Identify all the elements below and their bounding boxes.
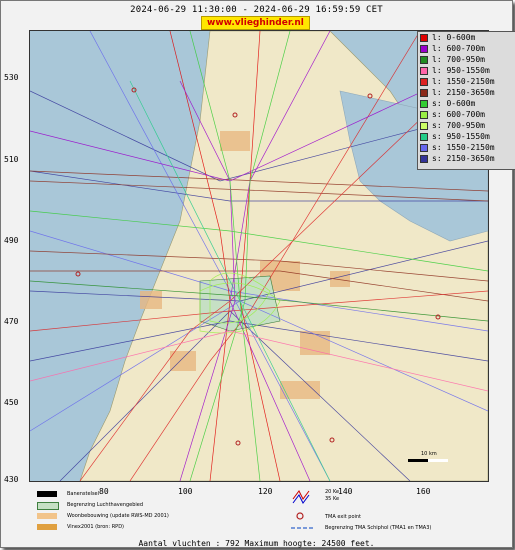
tma-exit-points	[75, 87, 441, 446]
legend-swatch	[420, 88, 428, 97]
vinex-swatch	[37, 524, 57, 530]
legend-label: s: 600-700m	[432, 110, 485, 119]
scale-bar-label: 10 km	[421, 451, 437, 457]
legend-swatch	[420, 99, 428, 108]
site-badge[interactable]: www.vlieghinder.nl	[201, 16, 310, 30]
legend-label: s: 0-600m	[432, 99, 476, 108]
date-range-title: 2024-06-29 11:30:00 - 2024-06-29 16:59:5…	[130, 5, 383, 15]
tma-boundary-label: Begrenzing TMA Schiphol (TMA1 en TMA3)	[325, 525, 432, 531]
legend-label: l: 700-950m	[432, 55, 485, 64]
legend-swatch	[420, 154, 428, 163]
legend-item: s: 950-1550m	[420, 132, 490, 143]
flight-track-map[interactable]	[29, 30, 489, 482]
x-tick-label: 100	[178, 487, 193, 496]
runway-swatch	[37, 491, 57, 497]
legend-label: l: 1550-2150m	[432, 77, 495, 86]
ke35-label: 35 Ke	[325, 496, 340, 502]
legend-label: l: 0-600m	[432, 33, 476, 42]
legend-item: l: 700-950m	[420, 55, 485, 66]
legend-swatch	[420, 66, 428, 75]
tma-boundary-icon	[291, 527, 315, 529]
legend-item: s: 700-950m	[420, 121, 485, 132]
airport-boundary-swatch	[37, 502, 59, 510]
housing-label: Woonbebouwing (update RWS-MD 2001)	[67, 513, 169, 519]
legend-label: l: 2150-3650m	[432, 88, 495, 97]
legend-swatch	[420, 110, 428, 119]
scale-bar	[408, 459, 448, 462]
legend-label: l: 600-700m	[432, 44, 485, 53]
legend-label: s: 700-950m	[432, 121, 485, 130]
x-tick-label: 80	[99, 487, 109, 496]
legend-item: l: 0-600m	[420, 33, 475, 44]
legend-item: l: 600-700m	[420, 44, 485, 55]
map-canvas	[30, 31, 488, 481]
y-tick-label: 450	[4, 398, 19, 407]
housing-swatch	[37, 513, 57, 519]
altitude-legend: l: 0-600m l: 600-700m l: 700-950m l: 950…	[417, 31, 515, 170]
legend-item: l: 1550-2150m	[420, 77, 495, 88]
legend-swatch	[420, 77, 428, 86]
legend-item: s: 2150-3650m	[420, 154, 495, 165]
legend-label: l: 950-1550m	[432, 66, 490, 75]
airport-boundary-label: Begrenzing Luchthavengebied	[67, 502, 144, 508]
legend-swatch	[420, 55, 428, 64]
legend-swatch	[420, 33, 428, 42]
y-tick-label: 430	[4, 475, 19, 484]
legend-item: s: 0-600m	[420, 99, 475, 110]
x-tick-label: 140	[338, 487, 353, 496]
flight-summary: Aantal vluchten : 792 Maximum hoogte: 24…	[138, 539, 375, 548]
y-tick-label: 530	[4, 73, 19, 82]
legend-label: s: 1550-2150m	[432, 143, 495, 152]
legend-swatch	[420, 121, 428, 130]
legend-item: s: 600-700m	[420, 110, 485, 121]
legend-label: s: 2150-3650m	[432, 154, 495, 163]
x-tick-label: 120	[258, 487, 273, 496]
y-tick-label: 510	[4, 155, 19, 164]
tma-exit-label: TMA exit point	[325, 514, 362, 520]
runway-label: Banenstelsel	[67, 491, 100, 497]
legend-label: s: 950-1550m	[432, 132, 490, 141]
ke20-label: 20 Ke	[325, 489, 340, 495]
legend-swatch	[420, 143, 428, 152]
y-tick-label: 470	[4, 317, 19, 326]
x-tick-label: 160	[416, 487, 431, 496]
noise-contour-icon	[292, 490, 310, 504]
legend-item: l: 2150-3650m	[420, 88, 495, 99]
map-key: Banenstelsel Begrenzing Luchthavengebied…	[29, 485, 487, 540]
vinex-label: Vinex2001 (bron: RPD)	[67, 524, 124, 530]
flight-tracks	[30, 31, 488, 481]
y-tick-label: 490	[4, 236, 19, 245]
legend-item: l: 950-1550m	[420, 66, 490, 77]
legend-swatch	[420, 44, 428, 53]
legend-swatch	[420, 132, 428, 141]
tma-exit-icon	[296, 512, 304, 520]
legend-item: s: 1550-2150m	[420, 143, 495, 154]
